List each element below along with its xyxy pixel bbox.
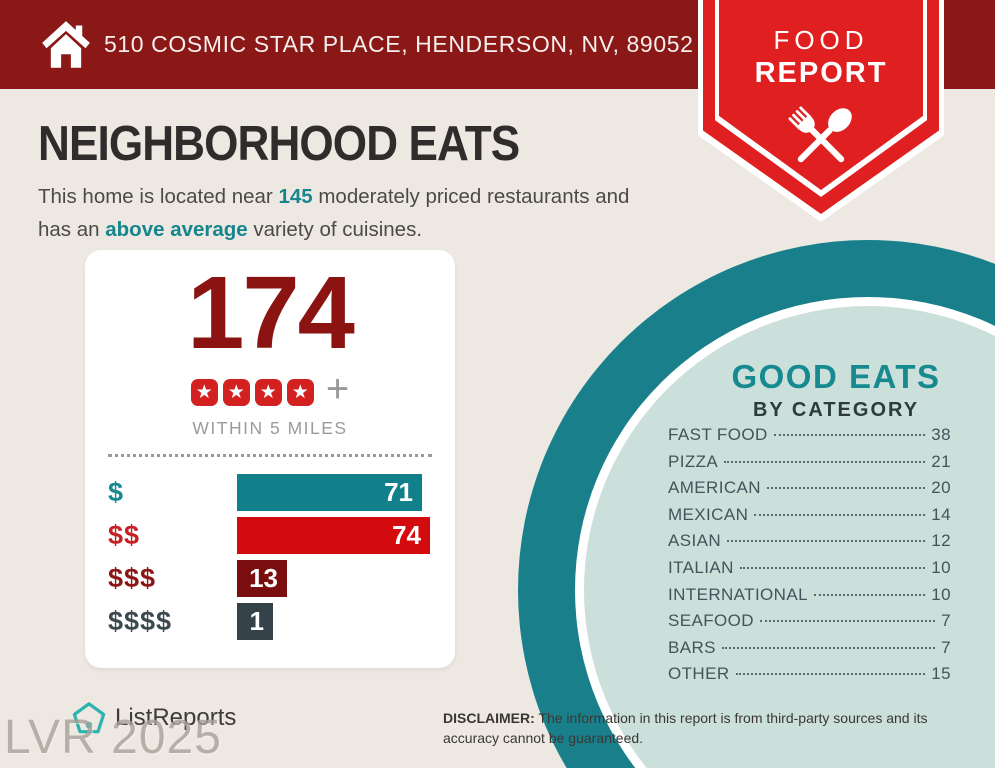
- price-tier-label: $$: [108, 520, 141, 551]
- watermark: LVR 2025: [4, 711, 222, 764]
- dotted-leader: [727, 540, 926, 543]
- category-label: AMERICAN: [668, 478, 761, 498]
- summary-card: 174 ★ ★ ★ ★ + WITHIN 5 MILES $71 $$ 74 $$$ 13 $$…: [85, 250, 455, 668]
- price-tier-row: $$ 74: [108, 517, 455, 555]
- category-row: OTHER 15: [668, 664, 951, 691]
- category-row: AMERICAN 20: [668, 478, 951, 505]
- category-row: BARS 7: [668, 638, 951, 665]
- price-tier-row: $71: [108, 474, 455, 512]
- radius-label: WITHIN 5 MILES: [192, 418, 348, 439]
- badge-line2: REPORT: [754, 57, 888, 89]
- category-row: FAST FOOD 38: [668, 425, 951, 452]
- category-value: 38: [931, 425, 951, 444]
- intro-line-1: This home is located near 145 moderately…: [38, 181, 629, 214]
- category-row: INTERNATIONAL 10: [668, 585, 951, 612]
- category-row: MEXICAN 14: [668, 505, 951, 532]
- category-value: 7: [941, 611, 951, 631]
- price-tier-value: 71: [384, 477, 413, 508]
- price-tier-label: $: [108, 477, 125, 508]
- category-row: ASIAN 12: [668, 531, 951, 558]
- category-value: 12: [931, 531, 951, 551]
- category-value: 21: [931, 451, 951, 471]
- price-tier-row: $$$$ 1: [108, 603, 455, 641]
- dotted-leader: [759, 620, 936, 623]
- category-label: BARS: [668, 637, 716, 657]
- dotted-leader: [773, 434, 926, 436]
- dotted-leader: [735, 673, 926, 676]
- category-label: ASIAN: [668, 531, 722, 551]
- dotted-leader: [721, 646, 936, 649]
- restaurant-count: 145: [278, 185, 313, 208]
- category-value: 15: [931, 664, 951, 684]
- price-tier-bar: 13: [237, 560, 287, 598]
- category-label: PIZZA: [668, 451, 719, 471]
- category-label: SEAFOOD: [668, 611, 754, 631]
- disclaimer-text: The information in this report is from t…: [443, 710, 928, 746]
- category-value: 14: [931, 504, 951, 524]
- dotted-leader: [739, 566, 926, 569]
- listreports-logo: ListReports: [72, 701, 236, 735]
- star-icon: ★: [286, 378, 314, 406]
- category-value: 10: [931, 557, 951, 577]
- category-label: INTERNATIONAL: [668, 584, 808, 604]
- category-label: OTHER: [668, 664, 730, 684]
- price-tier-bar: 1: [237, 603, 273, 641]
- category-label: MEXICAN: [668, 504, 749, 524]
- home-icon: [40, 19, 92, 71]
- food-report-badge: FOOD REPORT: [703, 0, 939, 187]
- plus-sign: +: [325, 367, 350, 412]
- price-tier-row: $$$ 13: [108, 560, 455, 598]
- price-tier-bar: 74: [237, 517, 430, 555]
- price-tier-label: $$$$: [108, 606, 173, 637]
- variety-highlight: above average: [105, 217, 248, 241]
- intro-text-segment: This home is located near: [38, 185, 279, 208]
- dotted-leader: [766, 487, 926, 490]
- page-title: NEIGHBORHOOD EATS: [38, 117, 520, 171]
- intro-line-2: has an above average variety of cuisines…: [38, 214, 629, 247]
- pentagon-house-icon: [72, 702, 106, 734]
- category-list: FAST FOOD 38 PIZZA 21 AMERICAN 20 MEXICAN 14 ASI…: [668, 425, 951, 691]
- price-tier-bar: 71: [237, 474, 422, 512]
- spoon-fork-icon: [703, 96, 939, 187]
- star-icon: ★: [190, 378, 218, 406]
- intro-text-segment: moderately priced restaurants and: [312, 185, 630, 208]
- category-label: ITALIAN: [668, 557, 734, 577]
- star-icon: ★: [254, 378, 282, 406]
- disclaimer: DISCLAIMER: The information in this repo…: [443, 709, 973, 748]
- intro-text-segment: has an: [38, 217, 106, 241]
- category-row: SEAFOOD 7: [668, 611, 951, 638]
- badge-line1: FOOD: [773, 25, 869, 55]
- intro-text: This home is located near 145 moderately…: [38, 181, 629, 247]
- rating-row: ★ ★ ★ ★ +: [85, 369, 455, 409]
- good-eats-subtitle: BY CATEGORY: [752, 399, 920, 421]
- total-restaurant-count: 174: [187, 255, 355, 370]
- dotted-leader: [724, 460, 926, 463]
- category-value: 20: [931, 478, 951, 498]
- dotted-divider: [108, 454, 432, 458]
- category-row: PIZZA 21: [668, 452, 951, 479]
- intro-text-segment: variety of cuisines.: [247, 217, 423, 241]
- price-tier-value: 74: [392, 520, 421, 551]
- star-rating: ★ ★ ★ ★: [190, 378, 314, 406]
- star-icon: ★: [222, 378, 250, 406]
- category-label: FAST FOOD: [668, 425, 768, 444]
- price-tier-label: $$$: [108, 563, 157, 594]
- category-value: 10: [931, 584, 951, 604]
- property-address: 510 COSMIC STAR PLACE, HENDERSON, NV, 89…: [104, 31, 694, 57]
- price-tier-value: 13: [249, 563, 278, 594]
- good-eats-title: GOOD EATS: [731, 358, 941, 395]
- price-tier-value: 1: [249, 606, 264, 637]
- dotted-leader: [754, 513, 926, 516]
- good-eats-header: GOOD EATS BY CATEGORY: [658, 358, 995, 422]
- category-row: ITALIAN 10: [668, 558, 951, 585]
- brand-name: ListReports: [115, 704, 237, 731]
- dotted-leader: [813, 593, 926, 596]
- disclaimer-label: DISCLAIMER:: [443, 710, 535, 726]
- price-bar-chart: $71 $$ 74 $$$ 13 $$$$ 1: [85, 474, 455, 641]
- category-value: 7: [941, 637, 951, 657]
